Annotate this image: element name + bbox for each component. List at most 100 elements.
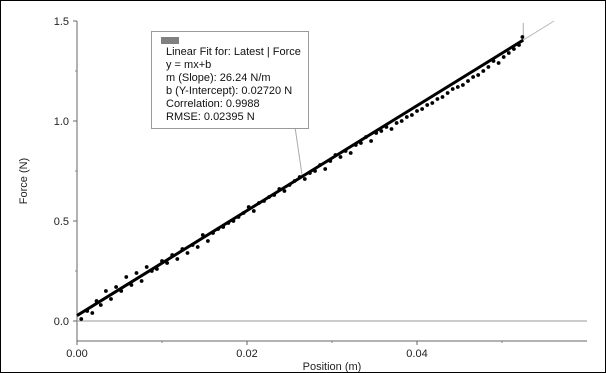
data-point <box>185 251 190 255</box>
fit-leader-line <box>294 126 303 177</box>
data-point <box>374 131 379 135</box>
data-point <box>425 103 430 107</box>
data-point <box>343 149 348 153</box>
data-point <box>461 83 465 87</box>
data-point <box>302 177 307 181</box>
fit-title: Linear Fit for: Latest | Force <box>166 46 301 58</box>
data-point <box>221 225 226 229</box>
data-point <box>119 289 124 293</box>
data-point <box>328 159 333 163</box>
data-point <box>85 309 90 313</box>
data-point <box>206 239 210 243</box>
data-point <box>262 199 266 203</box>
data-point <box>195 245 200 249</box>
data-point <box>90 311 95 315</box>
fit-rmse: RMSE: 0.02395 N <box>166 111 255 123</box>
data-point <box>420 107 424 111</box>
x-tick-label: 0.02 <box>236 348 257 360</box>
data-point <box>389 127 394 131</box>
data-point <box>471 75 475 79</box>
data-point <box>369 139 373 143</box>
data-point <box>430 101 435 105</box>
data-point <box>323 167 328 171</box>
data-point <box>415 109 419 113</box>
data-point <box>399 119 404 123</box>
data-point <box>512 47 516 51</box>
fit-box-handle[interactable] <box>161 37 179 44</box>
x-axis-label: Position (m) <box>303 361 362 372</box>
data-point <box>466 79 470 83</box>
data-point <box>287 183 292 187</box>
data-point <box>384 125 389 129</box>
linear-fit-box[interactable]: Linear Fit for: Latest | Force y = mx+b … <box>151 31 309 129</box>
data-point <box>216 227 221 231</box>
data-point <box>348 151 353 155</box>
data-point <box>277 187 282 191</box>
tick-labels: 0.00 0.02 0.04 0.0 0.5 1.0 1.5 <box>54 16 428 360</box>
data-point <box>129 283 134 287</box>
data-point <box>180 247 185 251</box>
data-point <box>144 265 149 269</box>
data-point <box>450 87 455 91</box>
data-point <box>231 219 236 223</box>
data-point <box>404 115 409 119</box>
data-point <box>200 233 205 237</box>
y-tick-label: 1.0 <box>54 116 69 128</box>
y-axis-label: Force (N) <box>18 158 30 204</box>
data-point <box>481 69 486 73</box>
data-point <box>297 175 302 179</box>
data-point <box>496 61 501 65</box>
data-point <box>134 271 139 275</box>
y-tick-label: 0.0 <box>54 316 69 328</box>
fit-leader-lines <box>294 23 524 177</box>
data-point <box>241 211 246 215</box>
fit-correlation: Correlation: 0.9988 <box>166 98 260 110</box>
data-point <box>410 113 414 117</box>
fit-slope: m (Slope): 26.24 N/m <box>166 72 271 84</box>
data-point <box>292 179 297 183</box>
data-point <box>246 205 251 209</box>
data-point <box>160 259 164 263</box>
data-point <box>104 289 108 293</box>
data-point <box>282 189 287 193</box>
data-point <box>272 193 277 197</box>
y-tick-label: 0.5 <box>54 216 69 228</box>
data-point <box>506 51 511 55</box>
data-point <box>236 215 241 219</box>
data-point <box>190 243 195 247</box>
data-point <box>359 141 363 145</box>
fit-equation: y = mx+b <box>166 59 212 71</box>
y-tick-label: 1.5 <box>54 16 69 28</box>
data-point <box>379 129 384 133</box>
x-tick-label: 0.00 <box>66 348 87 360</box>
data-point <box>124 275 129 279</box>
data-point <box>109 297 113 301</box>
data-point <box>318 163 322 167</box>
data-point <box>445 91 450 95</box>
data-point <box>165 261 170 265</box>
data-point <box>517 43 521 47</box>
data-point <box>257 201 261 205</box>
data-point <box>435 97 440 101</box>
data-point <box>338 155 343 159</box>
data-point <box>226 221 231 225</box>
fit-intercept: b (Y-Intercept): 0.02720 N <box>166 85 293 97</box>
data-point <box>440 95 445 99</box>
data-point <box>94 299 99 303</box>
data-point <box>364 135 368 139</box>
data-point <box>79 317 84 321</box>
x-tick-label: 0.04 <box>406 348 427 360</box>
data-point <box>149 269 154 273</box>
axes <box>73 20 587 345</box>
data-point <box>251 209 256 213</box>
data-point <box>139 279 144 283</box>
data-point <box>486 65 491 69</box>
data-point <box>520 35 525 39</box>
data-point <box>155 267 159 271</box>
data-point <box>175 257 180 261</box>
data-points <box>79 35 525 321</box>
data-point <box>114 285 118 289</box>
data-point <box>308 171 312 175</box>
